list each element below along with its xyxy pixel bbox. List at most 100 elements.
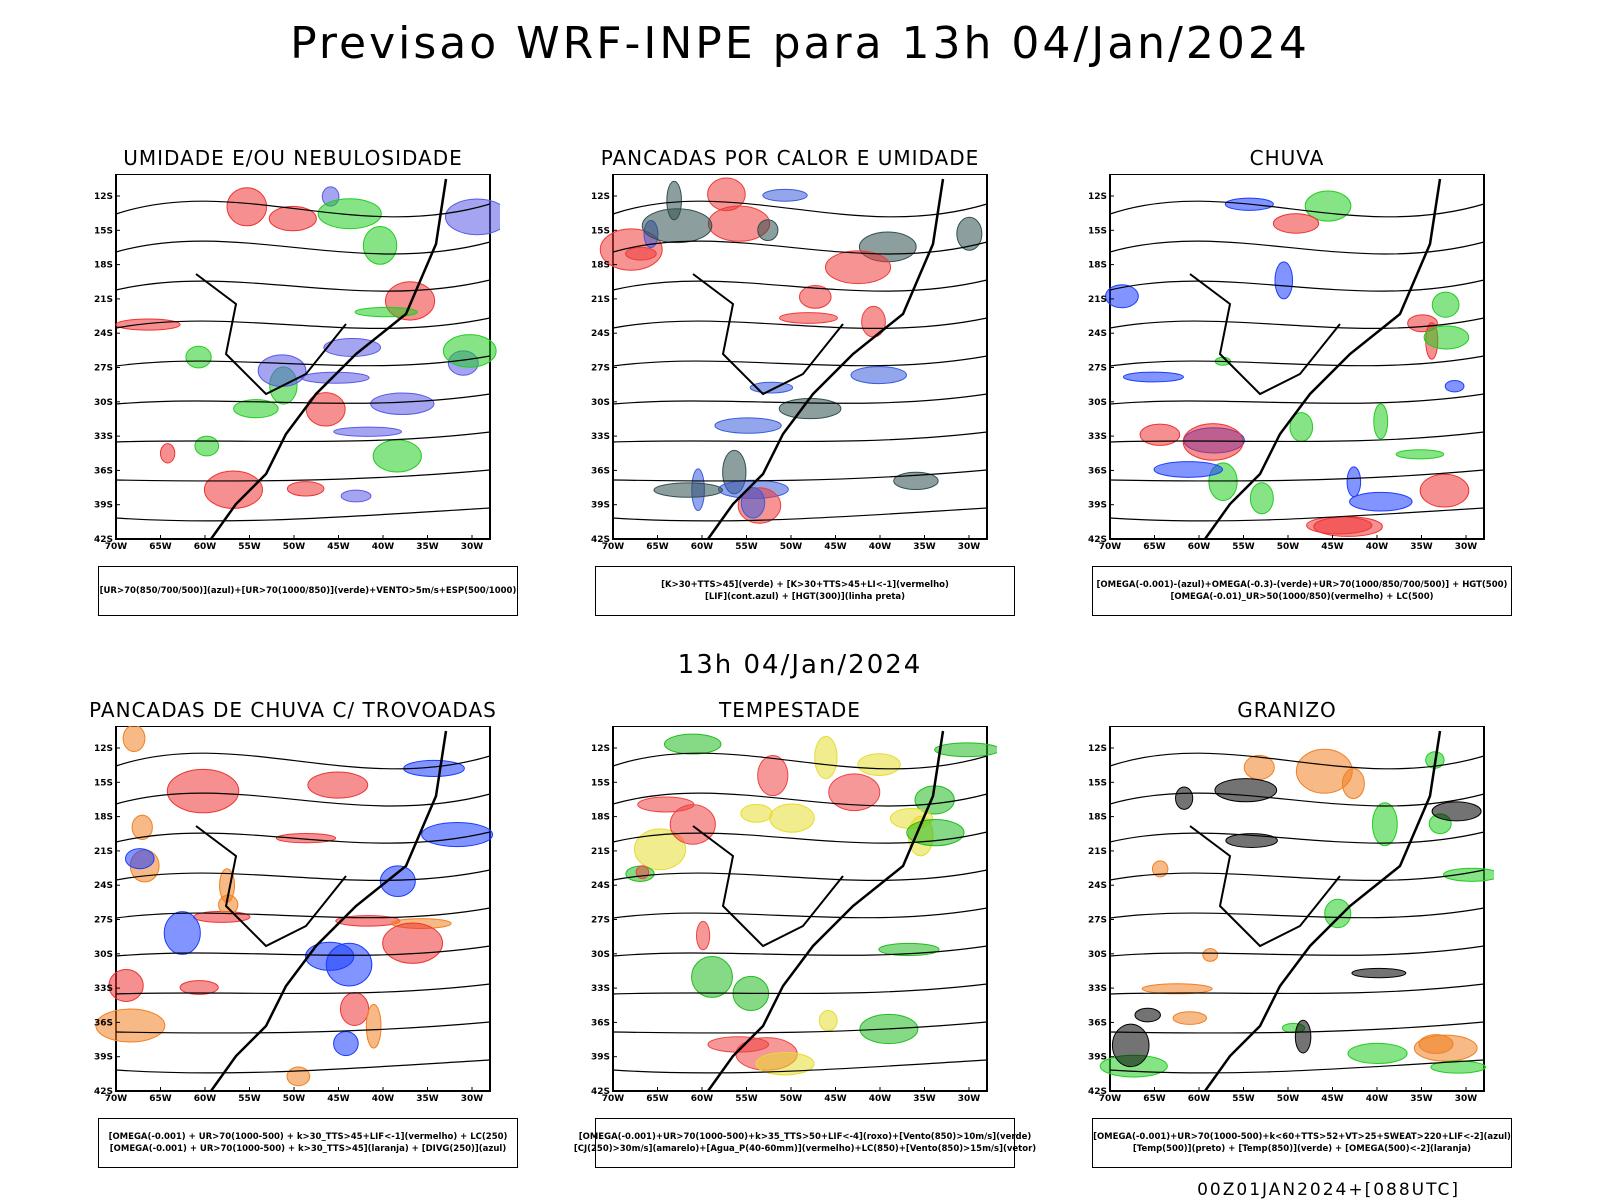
legend-line: [OMEGA(-0.001)+UR>70(1000-500)+k>35_TTS>… xyxy=(578,1132,1032,1142)
legend-line: [OMEGA(-0.01)_UR>50(1000/850)(vermelho) … xyxy=(1170,592,1434,602)
isoline xyxy=(612,279,988,292)
lon-tick-label: 70W xyxy=(1099,1094,1122,1101)
lat-tick-label: 36S xyxy=(94,1018,113,1028)
legend-line: [CJ(250)>30m/s](amarelo)+[Agua_P(40-60mm… xyxy=(573,1144,1037,1154)
data-blob xyxy=(1395,449,1445,460)
isoline xyxy=(612,792,988,807)
data-blob xyxy=(1431,291,1460,318)
lat-tick-label: 42S xyxy=(1088,535,1107,545)
isoline xyxy=(115,869,491,881)
lon-tick-label: 70W xyxy=(1099,542,1122,549)
data-blob xyxy=(1423,325,1470,350)
plot-area xyxy=(612,726,988,1092)
lon-tick-label: 70W xyxy=(602,542,625,549)
data-blob xyxy=(1272,213,1320,234)
data-blob xyxy=(934,742,997,758)
lat-tick-label: 36S xyxy=(591,1018,610,1028)
lat-tick-label: 12S xyxy=(1088,744,1107,754)
isoline xyxy=(612,469,988,482)
panel-legend: [UR>70(850/700/500)](azul)+[UR>70(1000/8… xyxy=(98,566,518,616)
data-blob xyxy=(633,828,687,871)
data-blob xyxy=(666,180,682,221)
data-blob xyxy=(755,1051,815,1076)
data-blob xyxy=(1294,1019,1312,1054)
data-blob xyxy=(372,439,422,473)
data-blob xyxy=(268,205,317,232)
data-blob xyxy=(257,354,307,387)
isoline xyxy=(612,431,988,443)
isoline xyxy=(612,945,988,957)
lat-tick-label: 18S xyxy=(591,261,610,271)
data-blob xyxy=(307,771,369,799)
data-blob xyxy=(818,1009,838,1032)
coastline xyxy=(706,178,945,540)
country-border xyxy=(1189,825,1341,948)
lat-tick-label: 27S xyxy=(94,364,113,374)
data-blob xyxy=(1373,403,1389,440)
lat-tick-label: 39S xyxy=(1088,1053,1107,1063)
lat-tick-label: 30S xyxy=(1088,398,1107,408)
lat-tick-label: 33S xyxy=(1088,432,1107,442)
country-border xyxy=(1189,273,1341,396)
data-blob xyxy=(1419,473,1470,508)
isoline xyxy=(1109,907,1485,919)
data-blob xyxy=(317,198,382,230)
lat-tick-label: 42S xyxy=(94,535,113,545)
data-blob xyxy=(1134,1007,1161,1023)
lat-tick-label: 24S xyxy=(1088,881,1107,891)
data-blob xyxy=(757,219,779,242)
lat-tick-label: 30S xyxy=(591,950,610,960)
data-blob xyxy=(707,177,746,212)
legend-line: [OMEGA(-0.001) + UR>70(1000-500) + k>30_… xyxy=(108,1132,508,1142)
data-blob xyxy=(740,803,773,823)
isoline xyxy=(115,945,491,957)
lon-tick-label: 30W xyxy=(958,1094,981,1101)
legend-line: [OMEGA(-0.001)-(azul)+OMEGA(-0.3)-(verde… xyxy=(1096,580,1508,590)
lon-tick-label: 65W xyxy=(646,542,669,549)
data-blob xyxy=(1153,461,1223,478)
lat-tick-label: 39S xyxy=(591,501,610,511)
data-blob xyxy=(1351,967,1407,979)
lon-tick-label: 50W xyxy=(1277,542,1300,549)
isoline xyxy=(612,831,988,844)
lon-tick-label: 55W xyxy=(735,1094,758,1101)
isoline xyxy=(115,393,491,405)
isoline xyxy=(115,752,491,770)
lon-tick-label: 50W xyxy=(283,1094,306,1101)
isoline xyxy=(115,907,491,919)
lon-tick-label: 45W xyxy=(824,1094,847,1101)
data-blob xyxy=(333,426,402,437)
data-blob xyxy=(362,226,398,265)
data-blob xyxy=(653,482,723,498)
isoline xyxy=(115,355,491,367)
lat-tick-label: 42S xyxy=(1088,1087,1107,1097)
lon-tick-label: 55W xyxy=(1232,1094,1255,1101)
country-border xyxy=(195,273,347,396)
lat-tick-label: 39S xyxy=(94,1053,113,1063)
isoline xyxy=(612,983,988,995)
data-blob xyxy=(1313,516,1383,537)
lat-tick-label: 39S xyxy=(94,501,113,511)
isoline xyxy=(115,279,491,292)
data-blob xyxy=(300,371,370,384)
lat-tick-label: 21S xyxy=(94,847,113,857)
lon-tick-label: 45W xyxy=(824,542,847,549)
data-blob xyxy=(1346,466,1362,498)
data-blob xyxy=(1431,801,1482,822)
lat-tick-label: 24S xyxy=(1088,329,1107,339)
lon-tick-label: 65W xyxy=(149,542,172,549)
lat-tick-label: 15S xyxy=(591,778,610,788)
data-blob xyxy=(695,920,711,951)
lat-tick-label: 30S xyxy=(1088,950,1107,960)
map-frame: 12S 15S 18S 21S 24S 27S 30S 33S 36S 39S 42S 70W 65W 6… xyxy=(78,726,500,1101)
coastline xyxy=(209,730,448,1092)
lon-tick-label: 40W xyxy=(869,1094,892,1101)
data-blob xyxy=(166,768,240,814)
isoline xyxy=(612,1021,988,1034)
panel-title: PANCADAS POR CALOR E UMIDADE xyxy=(600,146,980,170)
lat-tick-label: 36S xyxy=(94,466,113,476)
lat-tick-label: 39S xyxy=(1088,501,1107,511)
isoline xyxy=(115,983,491,995)
map-frame: 12S 15S 18S 21S 24S 27S 30S 33S 36S 39S 42S 70W 65W 6… xyxy=(78,174,500,549)
lon-tick-label: 30W xyxy=(1455,1094,1478,1101)
